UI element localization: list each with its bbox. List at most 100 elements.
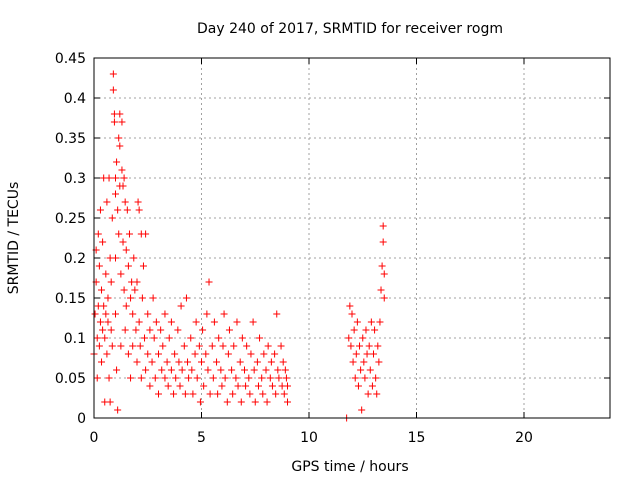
data-point [149,294,157,302]
data-point [129,342,137,350]
data-point [346,302,354,310]
data-point [146,382,154,390]
data-point [99,238,107,246]
data-point [273,310,281,318]
data-point [163,358,171,366]
data-point [378,262,386,270]
data-point [161,310,169,318]
data-point [351,374,359,382]
data-point [281,366,289,374]
data-point [243,342,251,350]
data-point [362,326,370,334]
data-point [228,366,236,374]
data-point [151,374,159,382]
data-point [127,374,135,382]
data-points [90,70,388,422]
data-point [219,342,227,350]
data-point [377,286,385,294]
data-point [263,398,271,406]
data-point [125,230,133,238]
y-tick-label: 0.2 [64,251,86,267]
data-point [206,390,214,398]
data-point [375,358,383,366]
data-point [115,134,123,142]
data-point [144,310,152,318]
data-point [172,374,180,382]
y-tick-label: 0.05 [55,371,86,387]
data-point [113,158,121,166]
data-point [364,390,372,398]
data-point [192,318,200,326]
data-point [120,174,128,182]
data-point [99,326,107,334]
data-point [229,390,237,398]
data-point [117,342,125,350]
data-point [108,214,116,222]
data-point [144,350,152,358]
x-tick-label: 0 [90,430,99,446]
data-point [161,374,169,382]
data-point [131,286,139,294]
data-point [129,310,137,318]
data-point [94,230,102,238]
data-point [251,398,259,406]
data-point [215,334,223,342]
data-point [225,326,233,334]
data-point [371,326,379,334]
data-point [170,390,178,398]
data-point [236,358,244,366]
data-point [218,382,226,390]
data-point [117,270,125,278]
data-point [249,318,257,326]
data-point [280,390,288,398]
data-point [101,334,109,342]
data-point [232,374,240,382]
data-point [146,326,154,334]
data-point [93,334,101,342]
data-point [182,294,190,302]
data-point [260,350,268,358]
data-point [107,326,115,334]
data-point [114,406,122,414]
data-point [196,398,204,406]
data-point [268,382,276,390]
data-point [95,342,103,350]
data-point [256,334,264,342]
data-point [193,374,201,382]
data-point [184,358,192,366]
y-tick-label: 0.15 [55,291,86,307]
y-tick-label: 0.1 [64,331,86,347]
data-point [195,342,203,350]
data-point [123,206,131,214]
data-point [356,342,364,350]
data-point [115,230,123,238]
data-point [180,342,188,350]
data-point [155,390,162,398]
data-point [199,326,207,334]
data-point [176,382,184,390]
data-point [109,86,117,94]
data-point [357,366,365,374]
data-point [142,230,150,238]
data-point [106,398,114,406]
data-point [264,342,272,350]
data-point [365,342,373,350]
y-tick-label: 0.3 [64,171,86,187]
data-point [242,382,250,390]
data-point [122,302,130,310]
data-point [187,334,195,342]
data-point [259,390,267,398]
y-tick-label: 0.25 [55,211,86,227]
data-point [361,374,369,382]
data-point [110,118,118,126]
data-point [368,382,376,390]
data-point [127,294,135,302]
data-point [103,350,111,358]
data-point [139,262,147,270]
data-point [112,174,119,182]
data-point [376,318,384,326]
data-point [204,366,212,374]
data-point [350,326,358,334]
data-point [118,118,126,126]
